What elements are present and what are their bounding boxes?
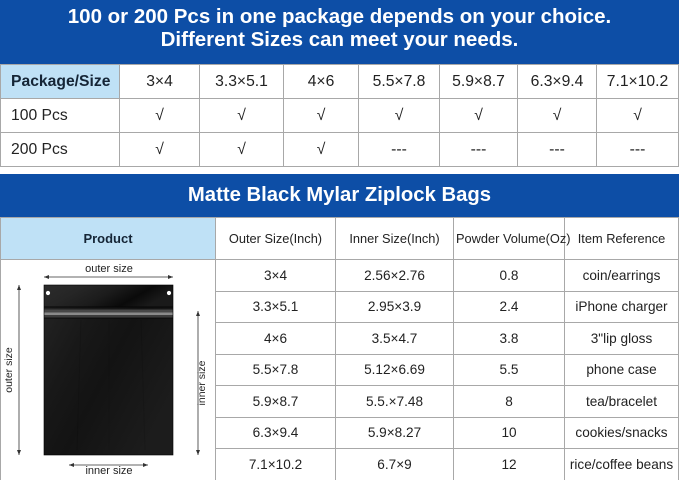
svg-text:inner size: inner size [85, 465, 132, 477]
svg-text:outer size: outer size [3, 347, 15, 393]
svg-text:outer size: outer size [85, 263, 133, 275]
svg-text:inner size: inner size [196, 360, 208, 405]
